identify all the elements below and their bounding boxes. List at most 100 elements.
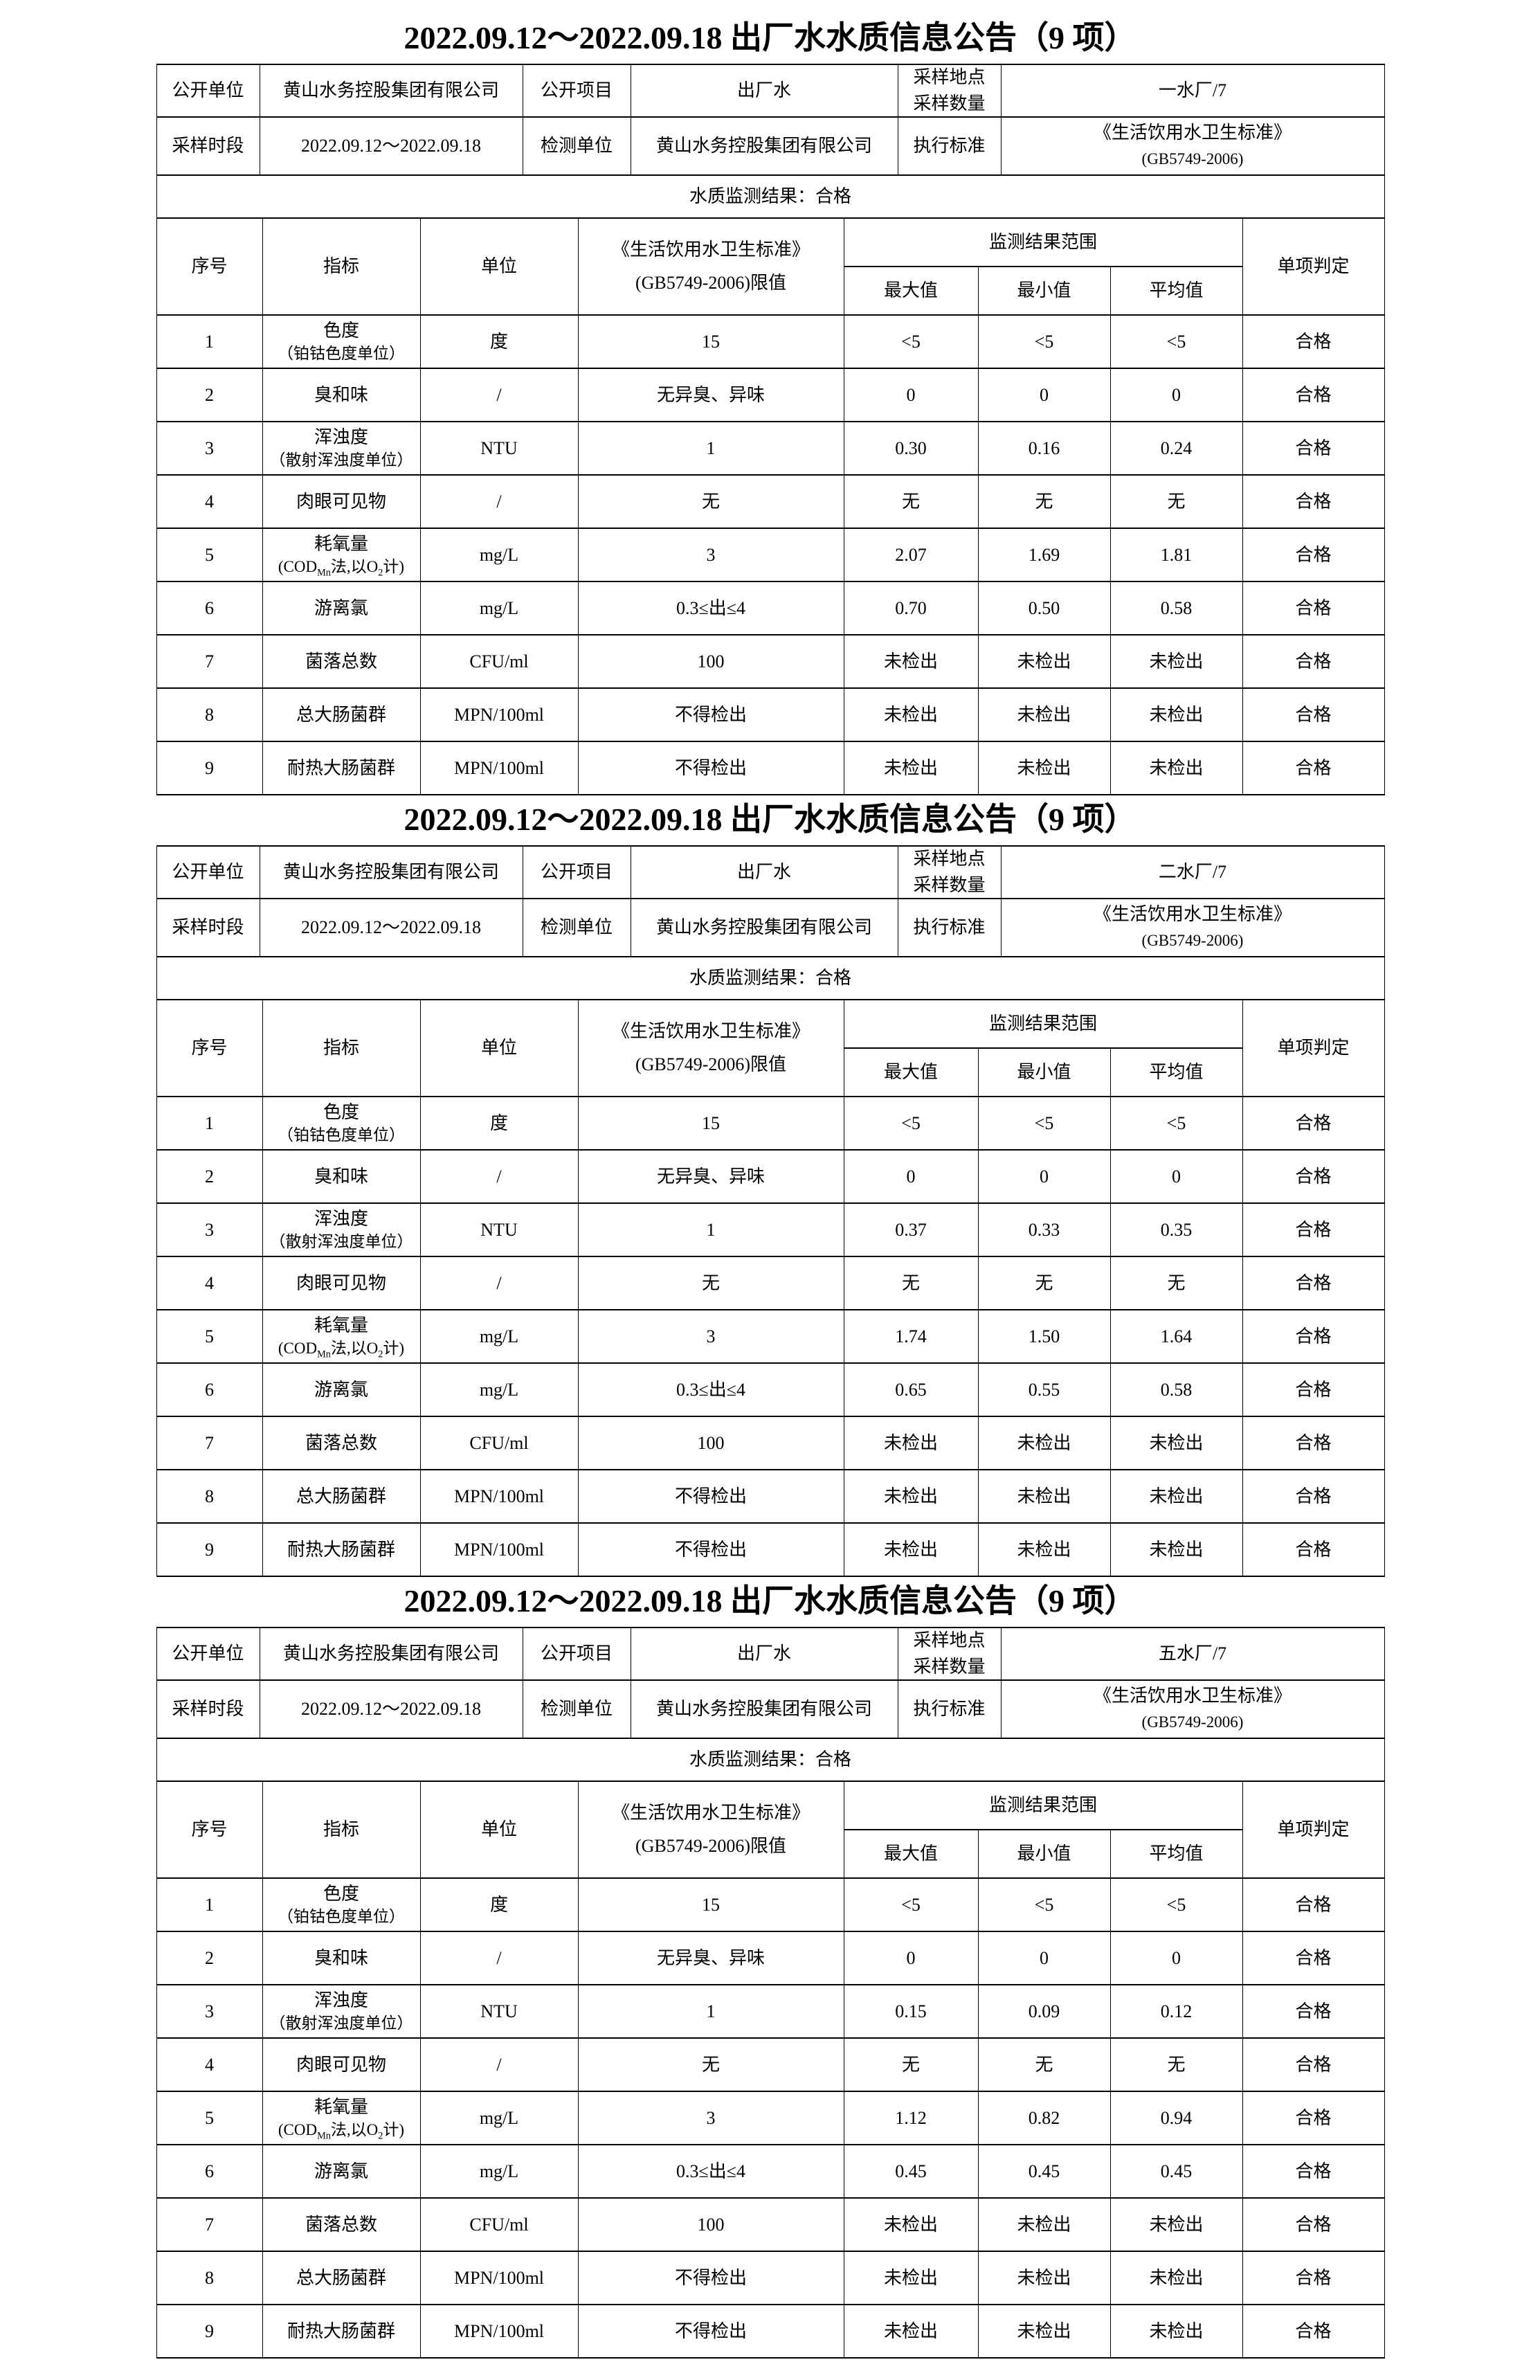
indicator-subtext: （铂钴色度单位） [278, 1126, 405, 1144]
unit-cell: / [420, 2039, 579, 2092]
col-header-limit-line1: 《生活饮用水卫生标准》 [611, 240, 810, 260]
limit-cell: 不得检出 [578, 689, 844, 742]
no-cell: 6 [156, 1364, 263, 1417]
limit-cell: 不得检出 [578, 1524, 844, 1577]
report-table: 公开单位 黄山水务控股集团有限公司 公开项目 出厂水 采样地点 采样数量 二水厂… [156, 845, 1385, 1577]
min-cell: 未检出 [978, 689, 1111, 742]
unit-cell: MPN/100ml [420, 742, 579, 795]
indicator-name: 耐热大肠菌群 [287, 2321, 395, 2341]
verdict-cell: 合格 [1242, 2305, 1385, 2359]
indicator-name: 耐热大肠菌群 [287, 1540, 395, 1560]
indicator-cell: 菌落总数 [262, 2199, 421, 2252]
verdict-cell: 合格 [1242, 1470, 1385, 1524]
test-unit-label: 检测单位 [523, 899, 631, 957]
verdict-cell: 合格 [1242, 1879, 1385, 1932]
column-header-row: 序号 指标 单位 《生活饮用水卫生标准》 (GB5749-2006)限值 监测结… [156, 219, 1385, 316]
limit-cell: 1 [578, 422, 844, 476]
unit-cell: MPN/100ml [420, 689, 579, 742]
indicator-name: 游离氯 [314, 598, 368, 618]
max-cell: 无 [844, 2039, 979, 2092]
data-row: 3 浑浊度 （散射浑浊度单位） NTU 1 0.30 0.16 0.24 合格 [156, 422, 1385, 476]
indicator-name: 耗氧量 [314, 1315, 368, 1335]
report-table: 公开单位 黄山水务控股集团有限公司 公开项目 出厂水 采样地点 采样数量 一水厂… [156, 64, 1385, 795]
max-cell: 0 [844, 1151, 979, 1204]
avg-cell: 无 [1110, 476, 1243, 529]
min-cell: 未检出 [978, 2305, 1111, 2359]
col-header-avg: 平均值 [1110, 1830, 1243, 1879]
avg-cell: 未检出 [1110, 1470, 1243, 1524]
sampling-period-value: 2022.09.12～2022.09.18 [260, 1681, 523, 1739]
data-row: 4 肉眼可见物 / 无 无 无 无 合格 [156, 476, 1385, 529]
min-cell: 0 [978, 1151, 1111, 1204]
no-cell: 6 [156, 2145, 263, 2199]
avg-cell: 0.35 [1110, 1204, 1243, 1257]
indicator-subtext: （散射浑浊度单位） [269, 2014, 413, 2032]
verdict-cell: 合格 [1242, 2252, 1385, 2305]
indicator-name: 色度 [323, 320, 359, 341]
avg-cell: <5 [1110, 1097, 1243, 1151]
limit-cell: 不得检出 [578, 2252, 844, 2305]
standard-value-line1: 《生活饮用水卫生标准》 [1093, 1686, 1292, 1706]
no-cell: 2 [156, 1932, 263, 1985]
col-header-no: 序号 [156, 1782, 263, 1879]
max-cell: 未检出 [844, 2199, 979, 2252]
data-row: 8 总大肠菌群 MPN/100ml 不得检出 未检出 未检出 未检出 合格 [156, 689, 1385, 742]
indicator-name: 肉眼可见物 [296, 1273, 386, 1293]
verdict-cell: 合格 [1242, 1364, 1385, 1417]
limit-cell: 3 [578, 529, 844, 582]
indicator-name: 总大肠菌群 [296, 2268, 386, 2288]
indicator-cell: 臭和味 [262, 1932, 421, 1985]
col-header-max: 最大值 [844, 1049, 979, 1097]
indicator-cell: 色度 （铂钴色度单位） [262, 316, 421, 369]
data-row: 6 游离氯 mg/L 0.3≤出≤4 0.65 0.55 0.58 合格 [156, 1364, 1385, 1417]
water-quality-report: 2022.09.12～2022.09.18 出厂水水质信息公告（9 项） 公开单… [156, 800, 1385, 1577]
verdict-cell: 合格 [1242, 316, 1385, 369]
min-cell: 未检出 [978, 2252, 1111, 2305]
limit-cell: 无 [578, 476, 844, 529]
sampling-site-label-line2: 采样数量 [913, 93, 986, 114]
data-row: 9 耐热大肠菌群 MPN/100ml 不得检出 未检出 未检出 未检出 合格 [156, 742, 1385, 795]
unit-cell: / [420, 476, 579, 529]
standard-value-line2: (GB5749-2006) [1141, 150, 1244, 168]
sampling-site-value: 二水厂/7 [1001, 847, 1385, 899]
unit-cell: MPN/100ml [420, 1470, 579, 1524]
unit-cell: 度 [420, 1097, 579, 1151]
test-unit-value: 黄山水务控股集团有限公司 [631, 899, 898, 957]
test-unit-label: 检测单位 [523, 118, 631, 176]
verdict-cell: 合格 [1242, 635, 1385, 689]
data-row: 4 肉眼可见物 / 无 无 无 无 合格 [156, 2039, 1385, 2092]
max-cell: 0.15 [844, 1985, 979, 2039]
limit-cell: 15 [578, 316, 844, 369]
test-unit-value: 黄山水务控股集团有限公司 [631, 1681, 898, 1739]
col-header-limit: 《生活饮用水卫生标准》 (GB5749-2006)限值 [578, 219, 844, 316]
limit-cell: 15 [578, 1097, 844, 1151]
no-cell: 4 [156, 476, 263, 529]
data-row: 9 耐热大肠菌群 MPN/100ml 不得检出 未检出 未检出 未检出 合格 [156, 1524, 1385, 1577]
max-cell: <5 [844, 316, 979, 369]
min-cell: 未检出 [978, 1417, 1111, 1470]
indicator-name: 耗氧量 [314, 533, 368, 554]
col-header-min: 最小值 [978, 1049, 1111, 1097]
unit-cell: 度 [420, 316, 579, 369]
min-cell: 0 [978, 1932, 1111, 1985]
unit-cell: mg/L [420, 1364, 579, 1417]
indicator-name: 菌落总数 [305, 651, 377, 671]
no-cell: 7 [156, 1417, 263, 1470]
min-cell: 0 [978, 369, 1111, 422]
avg-cell: 0.24 [1110, 422, 1243, 476]
max-cell: 未检出 [844, 1417, 979, 1470]
col-header-limit-line1: 《生活饮用水卫生标准》 [611, 1803, 810, 1823]
data-row: 5 耗氧量 (CODMn法,以O2计) mg/L 3 1.74 1.50 1.6… [156, 1310, 1385, 1364]
standard-value-line1: 《生活饮用水卫生标准》 [1093, 904, 1292, 924]
no-cell: 8 [156, 1470, 263, 1524]
verdict-cell: 合格 [1242, 1097, 1385, 1151]
limit-cell: 1 [578, 1985, 844, 2039]
indicator-cell: 耗氧量 (CODMn法,以O2计) [262, 1310, 421, 1364]
max-cell: 0 [844, 369, 979, 422]
report-title: 2022.09.12～2022.09.18 出厂水水质信息公告（9 项） [404, 802, 1136, 837]
avg-cell: 0 [1110, 1151, 1243, 1204]
indicator-cell: 肉眼可见物 [262, 2039, 421, 2092]
sampling-site-label-line1: 采样地点 [913, 849, 986, 869]
max-cell: <5 [844, 1879, 979, 1932]
min-cell: 无 [978, 476, 1111, 529]
